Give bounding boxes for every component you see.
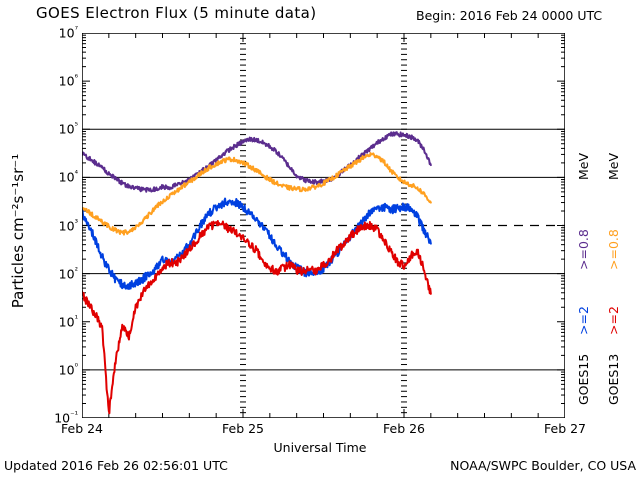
x-tick-label: Feb 27 <box>543 421 587 436</box>
y-tick-label: 10⁷ <box>58 25 78 41</box>
x-tick-label: Feb 25 <box>221 421 265 436</box>
legend: MeV >=0.8 >=2 GOES15 MeV >=0.8 >=2 GOES1… <box>576 120 640 420</box>
y-tick-label: 10² <box>58 266 78 282</box>
begin-timestamp: Begin: 2016 Feb 24 0000 UTC <box>416 8 603 23</box>
y-axis-ticks: 10⁷ 10⁶ 10⁵ 10⁴ 10³ 10² 10¹ 10⁰ 10⁻¹ <box>0 25 78 425</box>
chart-title: GOES Electron Flux (5 minute data) <box>36 4 317 22</box>
y-tick-label: 10⁶ <box>58 73 78 89</box>
updated-timestamp: Updated 2016 Feb 26 02:56:01 UTC <box>4 458 228 473</box>
y-tick-label: 10⁵ <box>58 121 78 137</box>
y-tick-label: 10⁰ <box>58 362 78 378</box>
flux-line-chart <box>82 33 565 418</box>
x-tick-label: Feb 24 <box>60 421 104 436</box>
source-credit: NOAA/SWPC Boulder, CO USA <box>450 458 636 473</box>
y-tick-label: 10¹ <box>58 314 78 330</box>
y-tick-label: 10³ <box>58 217 78 234</box>
y-tick-label: 10⁻¹ <box>54 410 78 426</box>
legend-goes13-satellite: GOES13 <box>606 353 621 405</box>
x-axis-label: Universal Time <box>273 440 367 455</box>
plot-area <box>82 33 565 418</box>
x-axis-tick-labels: Feb 24 Feb 25 Feb 26 Feb 27 <box>0 421 640 439</box>
x-tick-label: Feb 26 <box>382 421 426 436</box>
legend-column-goes15: MeV >=0.8 >=2 GOES15 <box>576 120 602 420</box>
y-tick-label: 10⁴ <box>58 169 78 185</box>
legend-column-goes13: MeV >=0.8 >=2 GOES13 <box>606 120 632 420</box>
legend-goes15-satellite: GOES15 <box>576 353 591 405</box>
